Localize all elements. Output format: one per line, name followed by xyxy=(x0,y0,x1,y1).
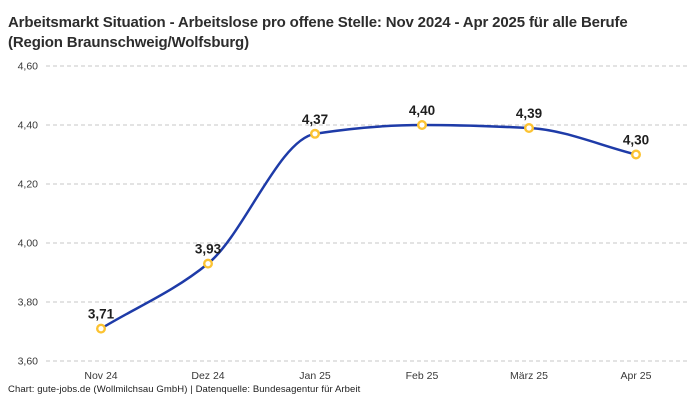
data-point-label: 4,39 xyxy=(516,106,542,121)
page-title: Arbeitsmarkt Situation - Arbeitslose pro… xyxy=(8,14,628,52)
data-point-label: 3,93 xyxy=(195,242,222,257)
y-tick-label: 4,20 xyxy=(18,179,39,191)
x-tick-label: Nov 24 xyxy=(84,370,117,382)
chart-credit: Chart: gute-jobs.de (Wollmilchsau GmbH) … xyxy=(8,384,361,395)
y-tick-label: 4,60 xyxy=(18,61,39,73)
data-point xyxy=(202,258,213,269)
data-point xyxy=(417,119,428,130)
y-tick-label: 3,60 xyxy=(18,356,39,368)
line-chart: 3,60 3,80 4,00 4,20 4,40 4,60 Nov 24 Dez 24 Jan … xyxy=(18,61,690,382)
data-line xyxy=(99,123,638,330)
x-tick-label: Apr 25 xyxy=(621,370,652,382)
y-tick-label: 4,00 xyxy=(18,238,39,250)
data-point xyxy=(310,128,321,139)
x-tick-label: März 25 xyxy=(510,370,548,382)
x-tick-label: Jan 25 xyxy=(299,370,331,382)
data-point-label: 4,37 xyxy=(302,112,328,127)
data-point-label: 4,30 xyxy=(623,133,649,148)
y-tick-label: 3,80 xyxy=(18,297,39,309)
data-point xyxy=(95,323,106,334)
data-point-label: 4,40 xyxy=(409,103,435,118)
data-point-label: 3,71 xyxy=(88,307,115,322)
data-point xyxy=(524,122,535,133)
x-tick-label: Feb 25 xyxy=(406,370,439,382)
data-point xyxy=(631,149,642,160)
y-tick-label: 4,40 xyxy=(18,120,39,132)
x-tick-label: Dez 24 xyxy=(191,370,224,382)
